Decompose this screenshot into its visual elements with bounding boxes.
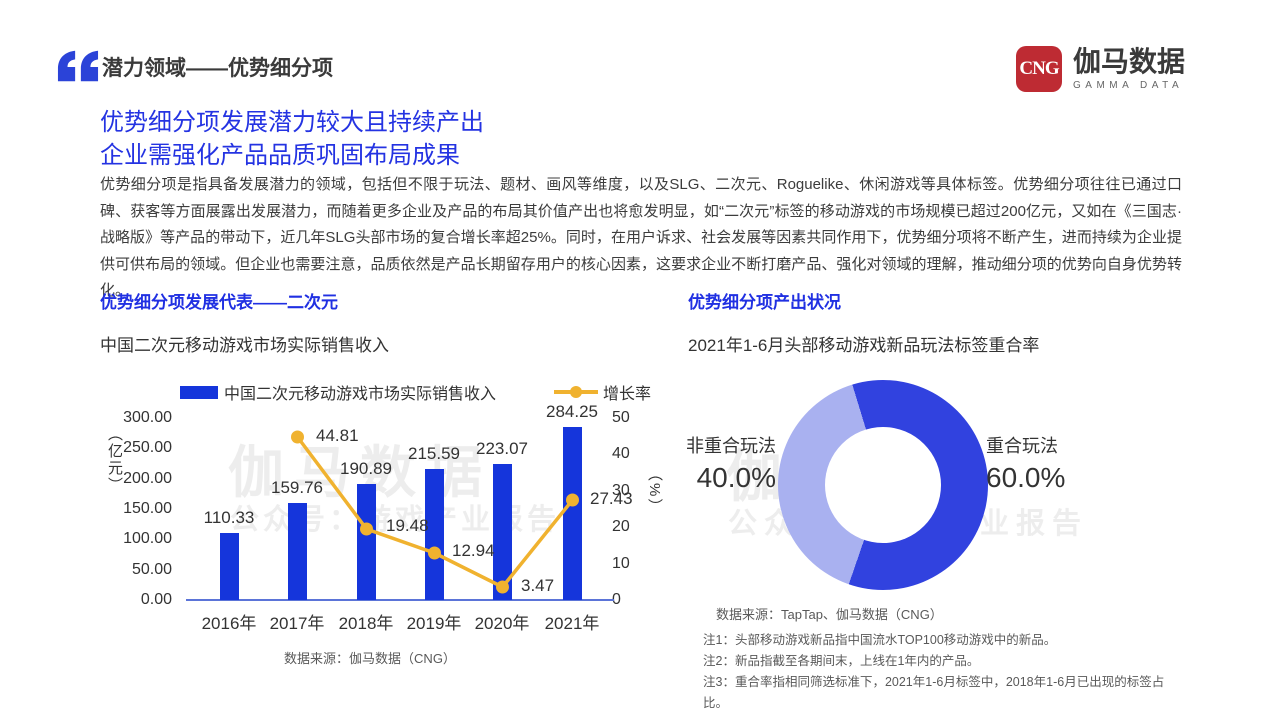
note-3: 注3：重合率指相同筛选标准下，2021年1-6月标签中，2018年1-6月已出现… [703, 675, 1165, 710]
quote-icon [57, 50, 99, 82]
bar-value: 110.33 [203, 508, 255, 527]
donut-chart: 伽马数据 公众号：游戏产业报告 非重合玩法 40.0% 重合玩法 60.0% [686, 370, 1188, 598]
chart-notes: 注1：头部移动游戏新品指中国流水TOP100移动游戏中的新品。 注2：新品指截至… [688, 630, 1188, 714]
legend-bar-label: 中国二次元移动游戏市场实际销售收入 [224, 386, 497, 403]
y2-tick: 30 [612, 482, 630, 499]
legend-line-marker [554, 386, 599, 398]
y-tick: 200.00 [123, 470, 172, 487]
y-tick: 250.00 [123, 439, 172, 456]
note-2: 注2：新品指截至各期间末，上线在1年内的产品。 [703, 654, 980, 668]
slice-label-non-overlap: 非重合玩法 40.0% [684, 432, 776, 494]
y-tick: 0.00 [140, 591, 172, 608]
right-chart-title: 2021年1-6月头部移动游戏新品玩法标签重合率 [688, 336, 1040, 355]
line-value: 3.47 [521, 576, 555, 595]
y-tick: 50.00 [131, 561, 172, 578]
x-tick: 2021年 [544, 614, 600, 633]
logo-name: 伽马数据 [1073, 46, 1186, 78]
y2-tick: 20 [612, 518, 630, 535]
bar-2021 [563, 427, 582, 600]
headline: 优势细分项发展潜力较大且持续产出 企业需强化产品品质巩固布局成果 [100, 106, 484, 172]
donut-ring [778, 380, 988, 590]
legend-bar-swatch [180, 385, 218, 399]
right-section-header: 优势细分项产出状况 [688, 293, 841, 312]
slice-name: 非重合玩法 [686, 436, 776, 456]
y-tick: 100.00 [123, 530, 172, 547]
body-paragraph: 优势细分项是指具备发展潜力的领域，包括但不限于玩法、题材、画风等维度，以及SLG… [100, 176, 1182, 299]
y2-tick: 40 [612, 445, 630, 462]
line-value: 19.48 [386, 516, 429, 535]
x-tick: 2017年 [269, 614, 325, 633]
bar-value: 223.07 [476, 439, 528, 458]
right-chart-source: 数据来源：TapTap、伽马数据（CNG） [716, 607, 943, 622]
headline-line1: 优势细分项发展潜力较大且持续产出 [100, 109, 484, 136]
bar-value: 159.76 [271, 478, 323, 497]
x-tick: 2019年 [406, 614, 462, 633]
line-value: 27.43 [590, 489, 633, 508]
line-value: 12.94 [452, 541, 495, 560]
left-chart-section: 优势细分项发展代表——二次元 中国二次元移动游戏市场实际销售收入 伽马数据 公众… [100, 288, 665, 673]
page-title: 潜力领域——优势细分项 [102, 57, 333, 80]
donut-hole [825, 427, 941, 543]
line-value: 44.81 [316, 426, 359, 445]
legend-line-label: 增长率 [603, 386, 652, 403]
left-section-header: 优势细分项发展代表——二次元 [100, 293, 338, 312]
bar-2020 [493, 464, 512, 600]
y2-tick: 50 [612, 409, 630, 426]
slice-label-overlap: 重合玩法 60.0% [986, 432, 1065, 494]
slice-name: 重合玩法 [986, 436, 1058, 456]
x-tick: 2018年 [338, 614, 394, 633]
x-tick: 2020年 [474, 614, 530, 633]
headline-line2: 企业需强化产品品质巩固布局成果 [100, 142, 460, 169]
bar-2017 [288, 503, 307, 600]
y2-tick: 10 [612, 555, 630, 572]
right-chart-section: 优势细分项产出状况 2021年1-6月头部移动游戏新品玩法标签重合率 伽马数据 … [686, 288, 1188, 714]
bar-2018 [357, 484, 376, 600]
y-axis-title: （亿元） [106, 426, 123, 494]
y-tick: 300.00 [123, 409, 172, 426]
bar-value: 284.25 [546, 402, 598, 421]
y-tick: 150.00 [123, 500, 172, 517]
chart-legend: 中国二次元移动游戏市场实际销售收入 增长率 [180, 380, 651, 404]
note-1: 注1：头部移动游戏新品指中国流水TOP100移动游戏中的新品。 [703, 633, 1057, 647]
cng-logo-badge: CNG [1016, 46, 1062, 92]
left-chart-title: 中国二次元移动游戏市场实际销售收入 [100, 336, 389, 355]
x-tick: 2016年 [201, 614, 257, 633]
bar-line-chart: 伽马数据 公众号：游戏产业报告 中国二次元移动游戏市场实际销售收入 增长率 （亿… [100, 368, 665, 673]
logo-subtitle: GAMMA DATA [1073, 79, 1184, 91]
bar-2016 [220, 533, 239, 600]
gamma-data-logo: CNG 伽马数据 GAMMA DATA [1016, 46, 1185, 92]
left-chart-source: 数据来源：伽马数据（CNG） [284, 651, 456, 666]
slice-value: 60.0% [986, 462, 1066, 493]
x-axis-line [186, 599, 614, 601]
y2-axis-title: （%） [646, 466, 663, 516]
slice-value: 40.0% [696, 462, 776, 493]
y2-tick: 0 [612, 591, 621, 608]
